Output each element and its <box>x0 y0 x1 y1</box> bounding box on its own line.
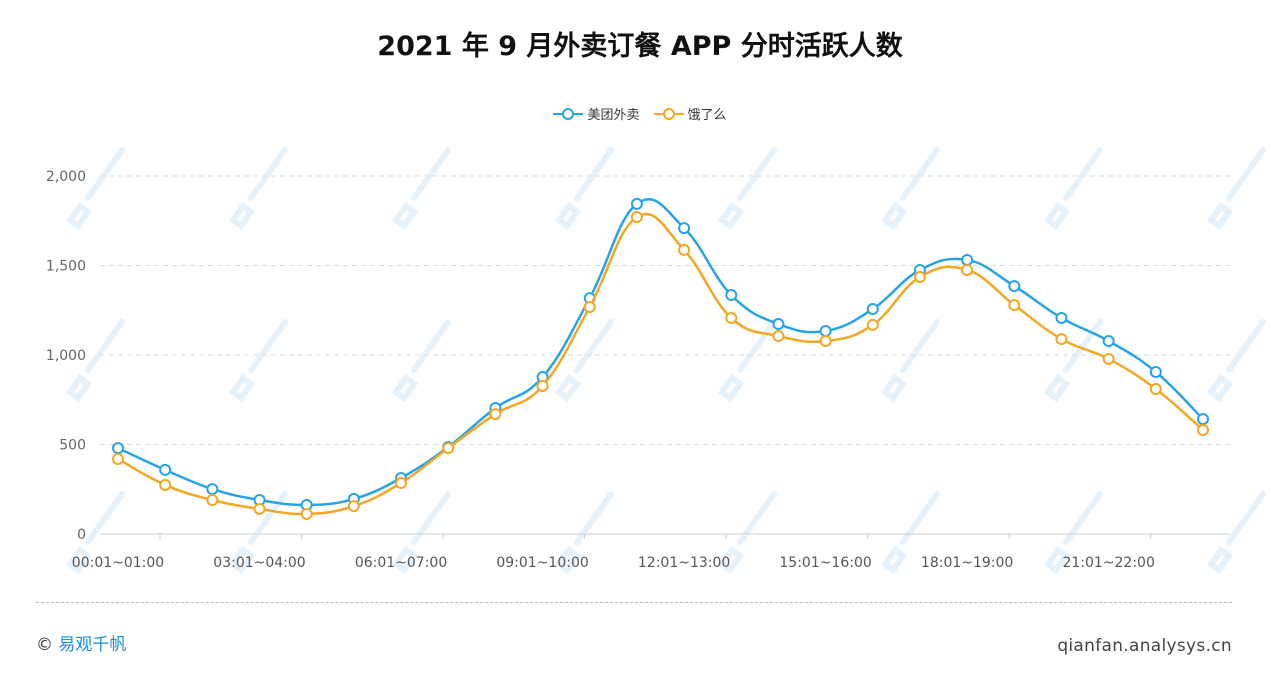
data-point <box>1008 280 1021 293</box>
x-tick-label: 03:01~04:00 <box>213 555 305 571</box>
legend: 美团外卖 饿了么 <box>0 104 1280 123</box>
series-line-1 <box>117 212 1204 516</box>
y-tick-label: 0 <box>77 527 86 543</box>
legend-item-meituan[interactable]: 美团外卖 <box>553 104 640 123</box>
data-point <box>1055 333 1068 346</box>
legend-item-eleme[interactable]: 饿了么 <box>653 104 727 123</box>
y-tick-label: 1,500 <box>46 259 86 275</box>
data-point <box>1008 299 1021 312</box>
chart-title: 2021 年 9 月外卖订餐 APP 分时活跃人数 <box>377 31 903 62</box>
brand-name: 易观千帆 <box>58 635 127 655</box>
watermark-mark <box>554 319 614 403</box>
data-point <box>1102 335 1115 348</box>
watermark-mark <box>880 319 940 403</box>
data-point <box>395 476 408 489</box>
data-point <box>442 442 455 455</box>
data-point <box>1055 311 1068 324</box>
x-tick-label: 15:01~16:00 <box>779 555 871 571</box>
legend-marker-meituan <box>553 107 584 120</box>
footer-divider <box>36 602 1232 603</box>
watermark-mark <box>391 319 451 403</box>
watermark-mark <box>717 319 777 403</box>
y-tick-label: 1,000 <box>46 348 86 364</box>
data-point <box>1149 383 1162 396</box>
data-point <box>253 502 266 515</box>
watermark-mark <box>65 319 125 403</box>
watermark-mark <box>1206 491 1266 575</box>
data-point <box>630 197 643 210</box>
data-point <box>536 379 549 392</box>
data-point <box>725 311 738 324</box>
data-point <box>678 222 691 235</box>
data-point <box>1197 424 1209 437</box>
data-point <box>913 270 926 283</box>
x-tick-label: 06:01~07:00 <box>355 555 447 571</box>
y-tick-label: 500 <box>59 438 86 454</box>
series-line-0 <box>117 197 1204 507</box>
watermark-mark <box>1043 319 1103 403</box>
watermark-mark <box>65 147 125 231</box>
data-point <box>206 483 219 496</box>
x-tick-label: 09:01~10:00 <box>496 555 588 571</box>
data-point <box>489 408 502 421</box>
data-point <box>678 243 691 256</box>
data-point <box>112 452 124 465</box>
data-point <box>866 302 879 315</box>
data-point <box>1102 352 1115 365</box>
x-tick-label: 21:01~22:00 <box>1062 555 1154 571</box>
x-tick-label: 00:01~01:00 <box>72 555 164 571</box>
legend-label: 饿了么 <box>687 108 727 123</box>
data-point <box>583 301 596 314</box>
data-point <box>772 330 785 343</box>
x-tick-label: 12:01~13:00 <box>638 555 730 571</box>
watermark-mark <box>228 147 288 231</box>
line-chart: 0 500 1,000 1,500 2,000 00:01~01:00 03:01~04:0… <box>46 147 1266 575</box>
watermark-mark <box>1043 147 1103 231</box>
watermark-mark <box>391 147 451 231</box>
data-point <box>819 325 832 338</box>
data-point <box>347 500 360 513</box>
watermark-mark <box>554 147 614 231</box>
legend-marker-eleme <box>653 107 684 120</box>
data-point <box>630 210 643 223</box>
watermark-mark <box>880 147 940 231</box>
watermark-mark <box>228 319 288 403</box>
data-point <box>112 442 124 455</box>
data-point <box>159 478 172 491</box>
data-point <box>772 318 785 331</box>
data-point <box>159 463 172 476</box>
data-point <box>866 318 879 331</box>
y-tick-label: 2,000 <box>46 169 86 185</box>
site-url: qianfan.analysys.cn <box>1057 636 1232 656</box>
watermark-mark <box>1206 147 1266 231</box>
legend-label: 美团外卖 <box>587 108 640 123</box>
data-point <box>961 263 974 276</box>
data-point <box>725 289 738 302</box>
watermark-mark <box>65 491 125 575</box>
watermark-mark <box>1206 319 1266 403</box>
watermark-mark <box>717 147 777 231</box>
brand-logo: © 易观千帆 <box>36 630 126 655</box>
data-point <box>206 493 219 506</box>
data-point <box>300 507 313 520</box>
data-point <box>1197 413 1209 426</box>
data-point <box>961 253 974 266</box>
copyright-symbol: © <box>36 635 53 655</box>
data-point <box>1149 366 1162 379</box>
data-point <box>819 335 832 348</box>
x-tick-label: 18:01~19:00 <box>921 555 1013 571</box>
